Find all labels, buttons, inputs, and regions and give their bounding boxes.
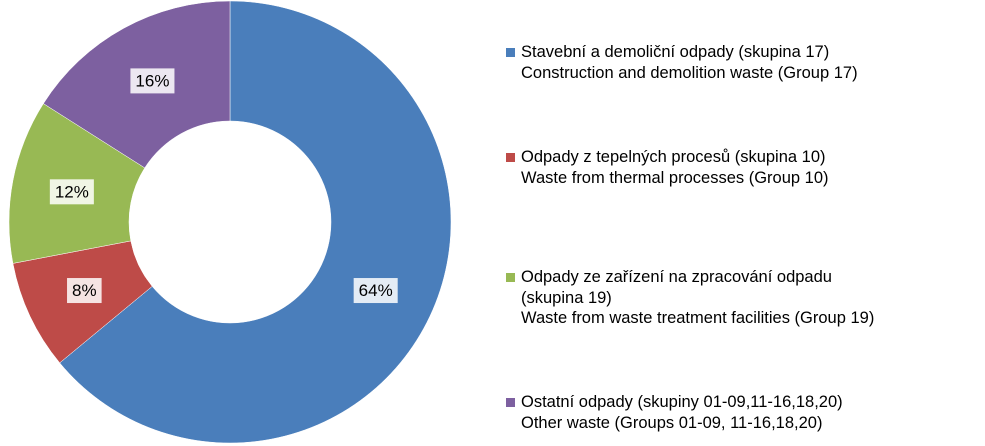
value-label-box <box>67 278 102 304</box>
value-label-text: 12% <box>55 182 89 201</box>
slice <box>59 0 452 444</box>
legend-swatch <box>506 273 515 282</box>
value-label-box <box>353 278 398 304</box>
legend-item: Odpady ze zařízení na zpracování odpadu … <box>506 267 874 329</box>
value-label: 8% <box>67 278 102 304</box>
value-label-box <box>49 179 94 205</box>
value-label: 64% <box>353 278 398 304</box>
value-label-box <box>130 68 175 94</box>
legend-item: Odpady z tepelných procesů (skupina 10) … <box>506 147 829 188</box>
legend-label: Odpady z tepelných procesů (skupina 10) … <box>521 148 829 187</box>
value-label-text: 64% <box>359 281 393 300</box>
legend-swatch <box>506 398 515 407</box>
legend-swatch <box>506 153 515 162</box>
legend-item: Stavební a demoliční odpady (skupina 17)… <box>506 42 858 83</box>
value-label-text: 16% <box>135 71 169 90</box>
value-label: 16% <box>130 68 175 94</box>
legend-label: Stavební a demoliční odpady (skupina 17)… <box>521 43 858 82</box>
legend-label: Odpady ze zařízení na zpracování odpadu … <box>521 268 875 327</box>
legend-label: Ostatní odpady (skupiny 01-09,11-16,18,2… <box>521 393 843 432</box>
legend-swatch <box>506 48 515 57</box>
value-label-text: 8% <box>72 281 97 300</box>
legend-item: Ostatní odpady (skupiny 01-09,11-16,18,2… <box>506 392 843 433</box>
value-label: 12% <box>49 179 94 205</box>
donut: 64% 8% 12% 16% <box>8 0 452 444</box>
